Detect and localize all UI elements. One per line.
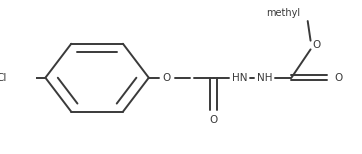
Text: NH: NH	[257, 73, 272, 83]
Text: O: O	[312, 40, 320, 50]
Text: methyl: methyl	[266, 8, 300, 18]
Text: O: O	[163, 73, 171, 83]
Text: O: O	[334, 73, 343, 83]
Text: O: O	[210, 115, 218, 125]
Text: HN: HN	[232, 73, 248, 83]
Text: Cl: Cl	[0, 73, 7, 83]
